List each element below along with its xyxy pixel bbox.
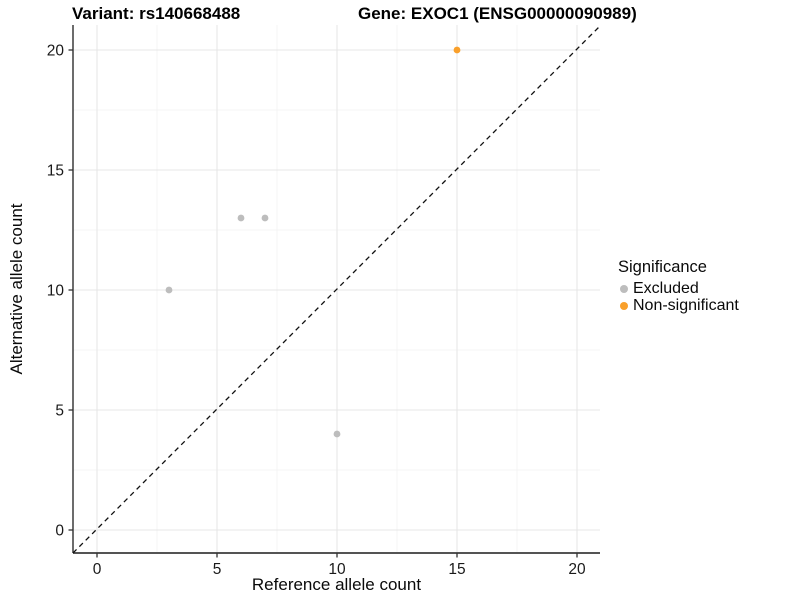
x-axis-title: Reference allele count: [251, 575, 422, 594]
legend-title: Significance: [618, 258, 707, 276]
legend-dot-excluded: [620, 285, 628, 293]
y-tick-label: 15: [47, 163, 64, 180]
data-points: [165, 46, 461, 438]
data-point-excluded: [261, 214, 269, 222]
y-tick-label: 5: [55, 403, 64, 420]
legend-label-excluded: Excluded: [633, 280, 699, 297]
axis-tick-marks: [68, 49, 578, 558]
legend-label-non-significant: Non-significant: [633, 297, 739, 314]
x-tick-label: 20: [568, 561, 586, 578]
x-tick-label: 5: [213, 561, 222, 578]
y-tick-label: 0: [55, 523, 64, 540]
legend-item-excluded: Excluded: [618, 281, 739, 297]
legend-item-non-significant: Non-significant: [618, 298, 739, 314]
identity-line-group: [72, 25, 601, 554]
axis-tick-labels: 0 5 10 15 20 0 5 10 15 20: [47, 43, 586, 579]
y-axis-title: Alternative allele count: [7, 203, 26, 375]
identity-line: [72, 25, 601, 554]
legend: Significance Excluded Non-significant: [618, 258, 739, 315]
data-point-excluded: [333, 430, 341, 438]
x-tick-label: 10: [328, 561, 346, 578]
plot-title-gene: Gene: EXOC1 (ENSG00000090989): [358, 4, 637, 23]
data-point-excluded: [237, 214, 245, 222]
legend-dot-non-significant: [620, 302, 628, 310]
x-tick-label: 15: [448, 561, 465, 578]
plot-title-variant: Variant: rs140668488: [72, 4, 241, 23]
y-tick-label: 20: [47, 43, 65, 60]
y-tick-label: 10: [47, 283, 65, 300]
data-point-excluded: [165, 286, 173, 294]
data-point-non-significant: [453, 46, 461, 54]
x-tick-label: 0: [93, 561, 102, 578]
